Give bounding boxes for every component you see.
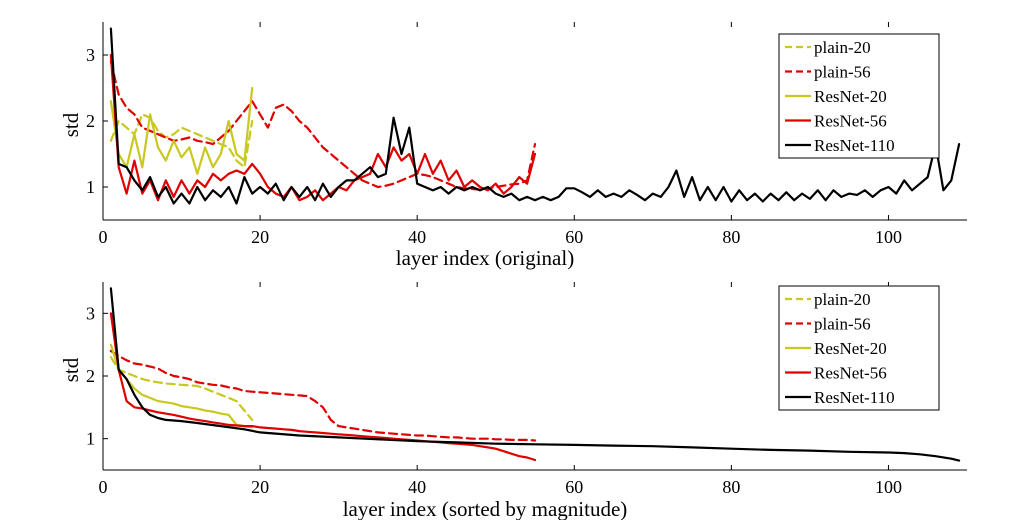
legend-label: ResNet-110: [814, 388, 895, 407]
y-axis-label: std: [59, 357, 83, 382]
legend: plain-20 plain-56 ResNet-20 ResNet-56 ResNet…: [778, 285, 940, 411]
x-axis-label: layer index (sorted by magnitude): [343, 497, 628, 520]
series-line-ResNet-110: [109, 287, 961, 462]
legend-label: plain-20: [814, 290, 871, 309]
x-tick-label: 60: [565, 227, 583, 247]
panel-sorted: 0 20 40 60 80 100 1 2 3 layer index (sorted by ma…: [59, 282, 967, 520]
legend-label: plain-56: [814, 315, 871, 334]
x-tick-label: 80: [722, 227, 740, 247]
legend-label: ResNet-56: [814, 112, 887, 131]
legend: plain-20 plain-56 ResNet-20 ResNet-56 ResNet…: [778, 33, 940, 159]
x-tick-label: 60: [565, 477, 583, 497]
legend-box: [778, 33, 940, 159]
x-tick-label: 0: [99, 477, 108, 497]
x-tick-label: 20: [251, 227, 269, 247]
y-tick-label: 2: [86, 111, 95, 131]
legend-label: ResNet-56: [814, 364, 887, 383]
series-line-ResNet-56: [109, 53, 537, 202]
legend-label: plain-20: [814, 38, 871, 57]
legend-label: ResNet-20: [814, 339, 887, 358]
y-axis-label: std: [59, 112, 83, 137]
y-tick-label: 1: [86, 429, 95, 449]
series-line-plain-56: [109, 60, 537, 191]
panel-original: 0 20 40 60 80 100 1 2 3 layer index (original) std…: [59, 22, 967, 270]
x-tick-label: 100: [875, 477, 902, 497]
legend-label: ResNet-110: [814, 136, 895, 155]
series-line-plain-20: [109, 356, 254, 421]
series-line-ResNet-20: [109, 86, 254, 175]
x-tick-label: 40: [408, 477, 426, 497]
x-tick-label: 40: [408, 227, 426, 247]
y-tick-label: 3: [86, 45, 95, 65]
series-line-ResNet-110: [109, 27, 961, 205]
series-line-ResNet-56: [109, 312, 537, 462]
x-tick-label: 0: [99, 227, 108, 247]
x-axis-label: layer index (original): [396, 246, 574, 270]
series-line-plain-56: [109, 349, 537, 442]
x-tick-label: 20: [251, 477, 269, 497]
x-tick-label: 100: [875, 227, 902, 247]
y-tick-label: 3: [86, 303, 95, 323]
y-tick-label: 2: [86, 366, 95, 386]
x-tick-label: 80: [722, 477, 740, 497]
y-tick-label: 1: [86, 177, 95, 197]
series-line-ResNet-20: [109, 343, 254, 429]
legend-label: ResNet-20: [814, 87, 887, 106]
legend-label: plain-56: [814, 63, 871, 82]
